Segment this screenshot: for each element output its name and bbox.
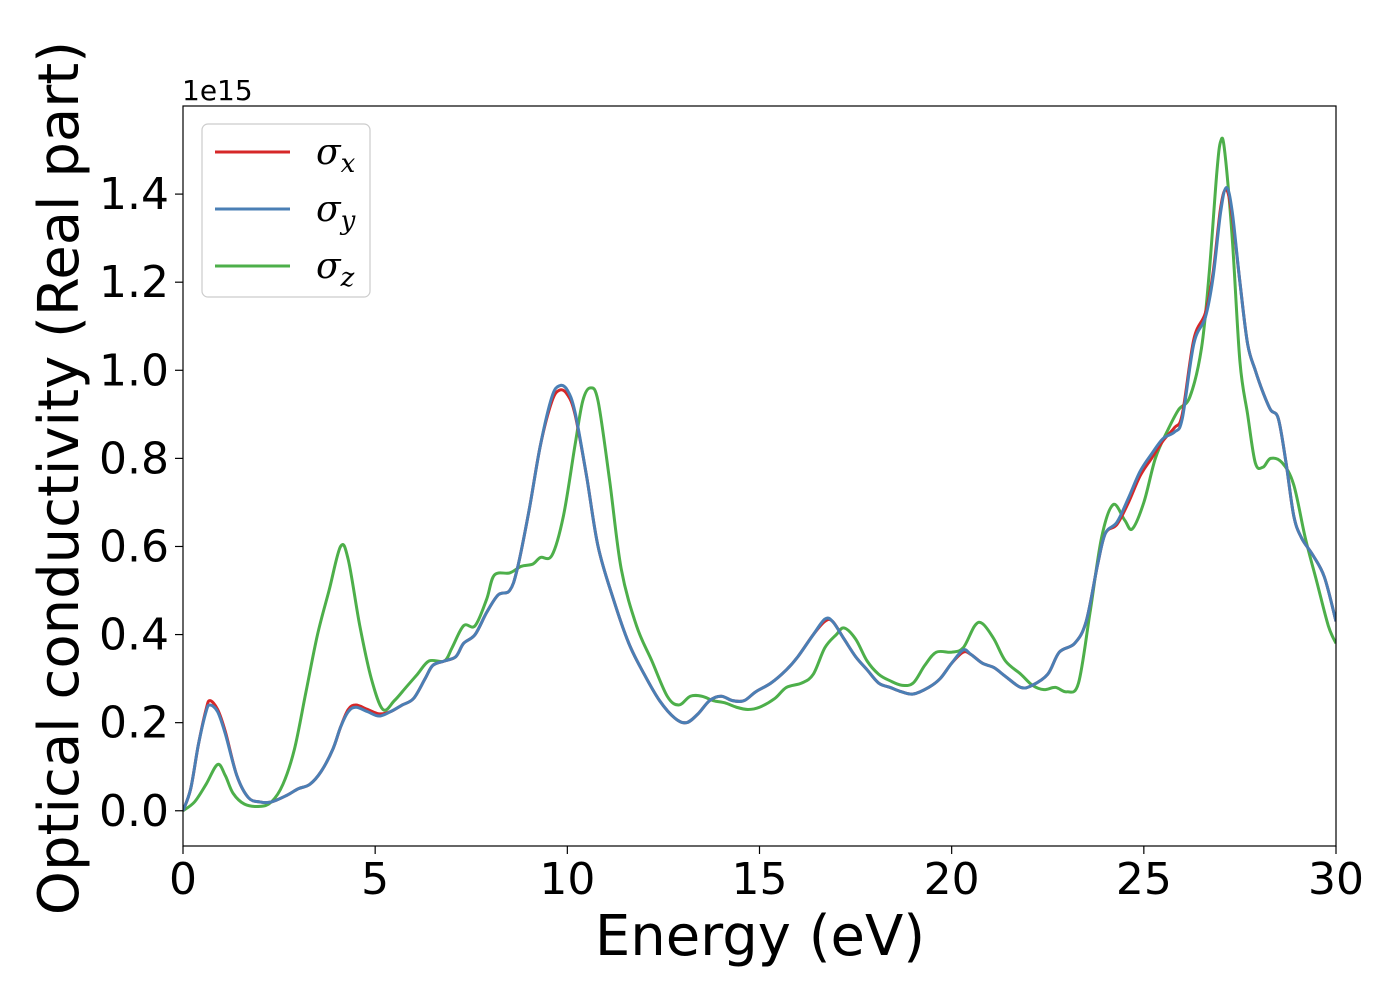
x-tick-label: 5 <box>361 854 389 905</box>
y-axis-offset-label: 1e15 <box>182 74 253 107</box>
series-line-sigma-y <box>183 185 1336 812</box>
x-tick-label: 30 <box>1308 854 1364 905</box>
series-layer <box>183 136 1336 812</box>
y-axis-ticks: 0.0 0.2 0.4 0.6 0.8 1.0 1.2 1.4 <box>99 169 183 837</box>
x-axis-title: Energy (eV) <box>595 904 925 969</box>
x-tick-label: 10 <box>539 854 595 905</box>
series-line-sigma-z <box>183 136 1336 812</box>
y-axis-title: Optical conductivity (Real part) <box>27 41 92 915</box>
x-axis-ticks: 0 5 10 15 20 25 30 <box>169 846 1364 905</box>
y-tick-label: 1.0 <box>99 345 169 396</box>
x-tick-label: 25 <box>1116 854 1172 905</box>
y-tick-label: 0.6 <box>99 521 169 572</box>
x-tick-label: 20 <box>924 854 980 905</box>
x-tick-label: 15 <box>732 854 788 905</box>
y-tick-label: 1.2 <box>99 257 169 308</box>
y-tick-label: 0.8 <box>99 433 169 484</box>
y-tick-label: 0.4 <box>99 610 169 661</box>
y-tick-label: 0.2 <box>99 698 169 749</box>
y-tick-label: 1.4 <box>99 169 169 220</box>
plot-frame <box>182 105 1337 847</box>
x-tick-label: 0 <box>169 854 197 905</box>
y-tick-label: 0.0 <box>99 786 169 837</box>
